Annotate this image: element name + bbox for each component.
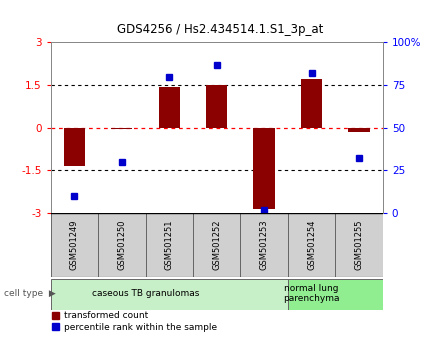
Text: GSM501254: GSM501254 [307, 220, 316, 270]
Text: GSM501249: GSM501249 [70, 220, 79, 270]
Bar [335, 213, 383, 277]
Text: GSM501250: GSM501250 [117, 220, 126, 270]
Text: caseous TB granulomas: caseous TB granulomas [92, 289, 199, 298]
Text: GSM501255: GSM501255 [355, 220, 363, 270]
Bar [206, 85, 227, 128]
Bar [51, 279, 288, 310]
Bar [288, 279, 383, 310]
Bar [111, 128, 132, 129]
Bar [301, 79, 322, 128]
Text: GSM501252: GSM501252 [212, 220, 221, 270]
Text: GSM501251: GSM501251 [165, 220, 174, 270]
Text: GDS4256 / Hs2.434514.1.S1_3p_at: GDS4256 / Hs2.434514.1.S1_3p_at [117, 23, 323, 36]
Bar [64, 128, 85, 166]
Bar [51, 213, 98, 277]
Bar [288, 213, 335, 277]
Bar [253, 128, 275, 209]
Bar [98, 213, 146, 277]
Legend: transformed count, percentile rank within the sample: transformed count, percentile rank withi… [52, 311, 216, 332]
Bar [193, 213, 240, 277]
Bar [240, 213, 288, 277]
Bar [348, 128, 370, 132]
Bar [158, 87, 180, 128]
Text: normal lung
parenchyma: normal lung parenchyma [283, 284, 340, 303]
Bar [146, 213, 193, 277]
Text: GSM501253: GSM501253 [260, 219, 269, 270]
Text: cell type  ▶: cell type ▶ [4, 289, 56, 298]
